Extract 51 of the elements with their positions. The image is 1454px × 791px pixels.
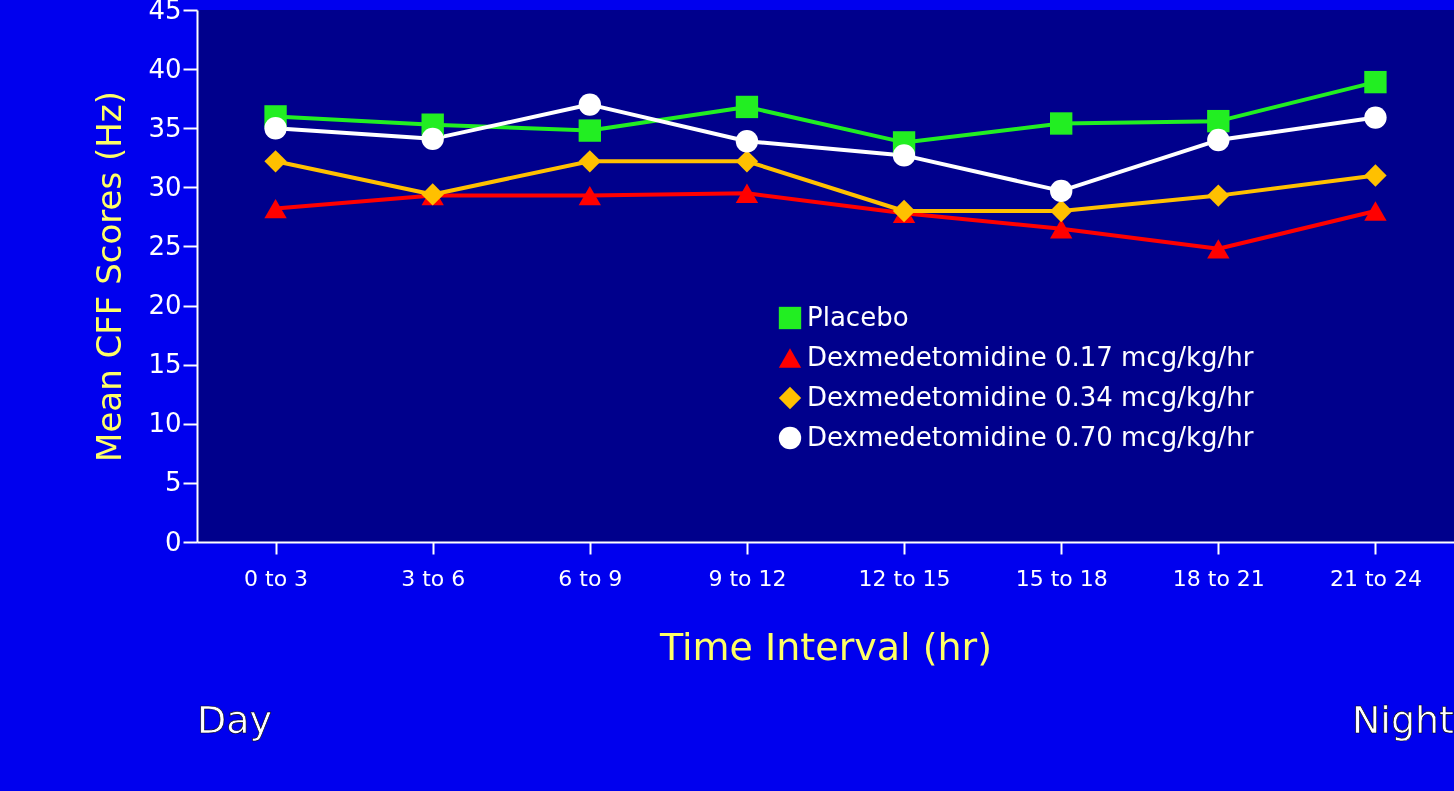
point [1364, 201, 1387, 221]
point [1050, 219, 1073, 239]
y-tick-label: 25 [148, 230, 182, 261]
point [1207, 184, 1230, 207]
point [578, 150, 601, 173]
point [735, 183, 759, 203]
x-tick-label: 0 to 3 [244, 565, 309, 591]
y-axis-title: Mean CFF Scores (Hz) [89, 91, 130, 462]
point [735, 95, 759, 119]
x-tick-label: 6 to 9 [558, 565, 623, 591]
point [1207, 128, 1230, 152]
x-tick-label: 12 to 15 [858, 565, 951, 591]
x-tick-label: 9 to 12 [708, 565, 787, 591]
point [1207, 109, 1230, 133]
point [1364, 164, 1387, 187]
point [264, 117, 287, 140]
point [264, 198, 287, 219]
x-tick-label: 15 to 18 [1015, 565, 1108, 591]
y-tick-label: 30 [148, 171, 182, 202]
y-tick-label: 45 [148, 0, 182, 25]
point [1050, 112, 1073, 135]
point [578, 185, 601, 206]
text: Day [197, 698, 273, 742]
y-tick-label: 40 [148, 53, 182, 84]
y-tick-label: 0 [164, 526, 182, 557]
point [264, 150, 287, 173]
y-tick-label: 20 [148, 290, 182, 321]
point [578, 119, 601, 142]
y-tick-label: 10 [148, 408, 182, 439]
text: Night [1351, 698, 1454, 742]
point [1050, 179, 1073, 203]
legend-label: Dexmedetomidine 0.17 mcg/kg/hr [807, 342, 1254, 372]
x-tick-label: 21 to 24 [1329, 565, 1422, 591]
point [578, 93, 601, 116]
point [1207, 239, 1230, 259]
y-tick-label: 35 [148, 112, 182, 143]
x-tick-label: 3 to 6 [401, 565, 466, 591]
legend-label: Placebo [807, 302, 909, 332]
y-tick-label: 5 [164, 467, 182, 498]
x-tick-label: 18 to 21 [1172, 565, 1265, 591]
point [1050, 199, 1073, 223]
point [421, 127, 444, 151]
point [1364, 70, 1387, 94]
point [735, 150, 759, 173]
point [892, 144, 916, 167]
point [1364, 106, 1387, 129]
y-tick-label: 15 [148, 349, 182, 380]
legend-label: Dexmedetomidine 0.70 mcg/kg/hr [807, 422, 1254, 452]
legend-label: Dexmedetomidine 0.34 mcg/kg/hr [807, 382, 1254, 412]
x-axis-title: Time Interval (hr) [658, 624, 993, 669]
point [735, 130, 759, 153]
